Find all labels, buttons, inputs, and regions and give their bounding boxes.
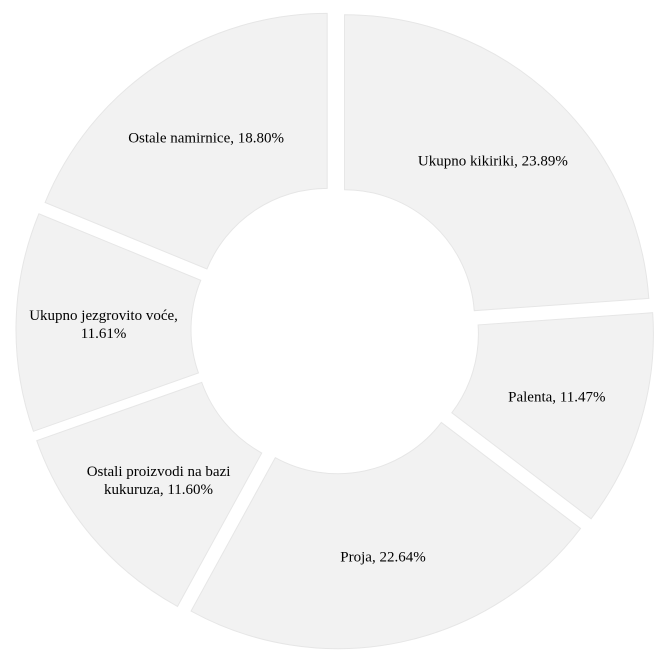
donut-slice	[36, 381, 263, 608]
donut-slice	[44, 12, 328, 270]
data-label: Ukupno kikiriki, 23.89%	[418, 154, 568, 170]
data-label: Palenta, 11.47%	[508, 389, 605, 405]
donut-slice	[451, 312, 654, 520]
donut-slice	[15, 213, 202, 432]
donut-slice	[344, 14, 650, 312]
donut-slice	[190, 421, 582, 650]
data-label: Ostali proizvodi na bazi kukuruza, 11.60%	[87, 464, 231, 498]
data-label: Ukupno jezgrovito voće, 11.61%	[29, 308, 178, 342]
data-label: Ostale namirnice, 18.80%	[128, 131, 284, 147]
data-label: Proja, 22.64%	[340, 549, 425, 565]
